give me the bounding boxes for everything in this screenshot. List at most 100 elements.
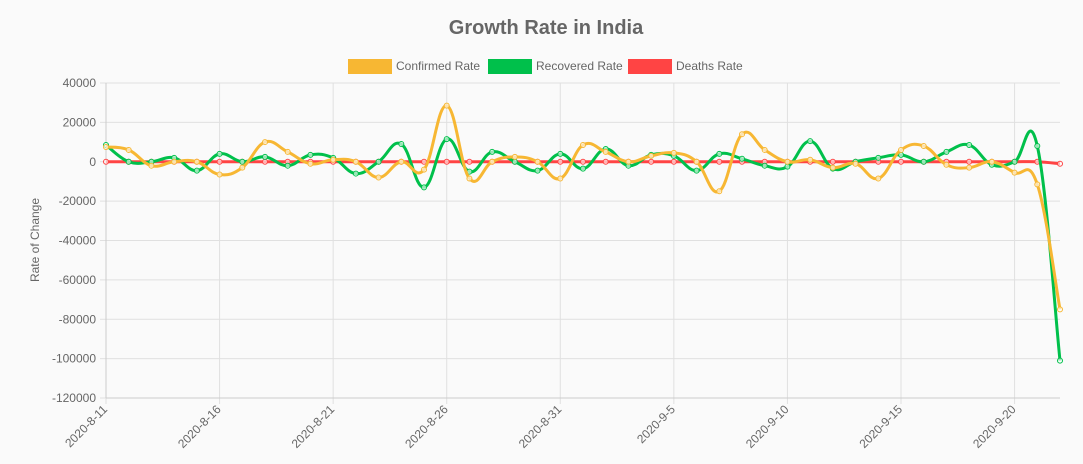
data-point[interactable] (262, 158, 268, 165)
data-point[interactable] (716, 158, 723, 165)
data-point[interactable] (239, 158, 246, 165)
data-point[interactable] (966, 164, 973, 171)
legend-item[interactable]: Confirmed Rate (348, 59, 480, 74)
x-tick-label: 2020-8-21 (289, 402, 338, 451)
data-point[interactable] (375, 174, 382, 181)
data-point[interactable] (761, 162, 768, 169)
data-point[interactable] (239, 164, 246, 171)
data-point[interactable] (330, 156, 337, 163)
data-point[interactable] (920, 143, 927, 149)
legend-item[interactable]: Recovered Rate (488, 59, 623, 74)
data-point[interactable] (898, 146, 904, 153)
data-point[interactable] (784, 158, 791, 165)
data-point[interactable] (557, 175, 564, 182)
data-point[interactable] (421, 166, 427, 173)
data-point[interactable] (1034, 143, 1041, 149)
data-point[interactable] (511, 158, 518, 165)
data-point[interactable] (784, 163, 791, 170)
data-point[interactable] (943, 148, 950, 155)
data-point[interactable] (307, 151, 314, 158)
data-point[interactable] (148, 162, 155, 169)
data-point[interactable] (807, 138, 814, 145)
data-point[interactable] (193, 158, 200, 165)
data-point[interactable] (1057, 357, 1063, 364)
data-point[interactable] (262, 153, 268, 160)
data-point[interactable] (1011, 169, 1018, 176)
data-point[interactable] (1057, 160, 1063, 167)
data-point[interactable] (580, 158, 586, 165)
data-point[interactable] (761, 146, 768, 153)
data-point[interactable] (103, 143, 109, 150)
data-point[interactable] (534, 158, 541, 165)
data-point[interactable] (898, 158, 904, 165)
data-point[interactable] (171, 158, 178, 165)
data-point[interactable] (670, 149, 677, 156)
data-point[interactable] (352, 170, 359, 177)
data-point[interactable] (193, 167, 200, 174)
y-tick-label: -100000 (52, 352, 96, 366)
data-point[interactable] (125, 146, 132, 153)
data-point[interactable] (489, 148, 496, 155)
x-tick-label: 2020-9-5 (634, 402, 678, 446)
data-point[interactable] (443, 136, 450, 143)
data-point[interactable] (284, 148, 291, 155)
data-point[interactable] (262, 139, 268, 146)
data-point[interactable] (875, 175, 882, 182)
data-point[interactable] (511, 153, 518, 160)
data-point[interactable] (875, 154, 882, 161)
data-point[interactable] (829, 164, 836, 171)
data-point[interactable] (557, 150, 564, 157)
data-point[interactable] (284, 162, 291, 169)
legend-label: Confirmed Rate (396, 59, 480, 73)
data-point[interactable] (352, 158, 359, 165)
data-point[interactable] (216, 150, 223, 157)
data-point[interactable] (966, 142, 973, 149)
data-point[interactable] (693, 167, 700, 174)
data-point[interactable] (103, 158, 109, 165)
series-line-recovered-rate (105, 129, 1062, 361)
data-point[interactable] (375, 158, 382, 165)
data-point[interactable] (852, 160, 859, 167)
y-tick-label: 20000 (63, 115, 97, 129)
data-point[interactable] (421, 184, 427, 191)
data-point[interactable] (443, 158, 450, 165)
data-point[interactable] (1034, 181, 1041, 188)
data-point[interactable] (125, 158, 132, 165)
data-point[interactable] (943, 161, 950, 168)
data-point[interactable] (988, 158, 995, 165)
data-point[interactable] (693, 158, 700, 165)
data-point[interactable] (398, 158, 405, 165)
data-point[interactable] (625, 158, 632, 165)
data-point[interactable] (716, 188, 723, 195)
data-point[interactable] (1057, 306, 1063, 313)
data-point[interactable] (307, 160, 314, 167)
data-point[interactable] (716, 150, 723, 157)
data-point[interactable] (489, 158, 496, 165)
data-point[interactable] (557, 158, 564, 165)
data-point[interactable] (920, 158, 927, 165)
data-point[interactable] (670, 158, 677, 165)
data-point[interactable] (648, 158, 655, 165)
data-point[interactable] (580, 165, 586, 172)
legend-item[interactable]: Deaths Rate (628, 59, 743, 74)
data-point[interactable] (398, 141, 405, 148)
data-point[interactable] (807, 156, 814, 163)
data-point[interactable] (602, 148, 609, 155)
data-point[interactable] (739, 131, 745, 138)
data-point[interactable] (216, 171, 223, 178)
data-point[interactable] (648, 152, 655, 159)
data-point[interactable] (602, 158, 609, 165)
data-point[interactable] (829, 158, 836, 165)
data-point[interactable] (443, 102, 450, 109)
chart-title: Growth Rate in India (449, 17, 644, 39)
data-point[interactable] (580, 142, 586, 149)
data-point[interactable] (966, 158, 973, 165)
data-point[interactable] (216, 158, 223, 165)
data-point[interactable] (739, 155, 745, 162)
data-point[interactable] (1011, 158, 1018, 165)
data-point[interactable] (466, 175, 473, 182)
data-point[interactable] (466, 158, 473, 165)
data-point[interactable] (534, 167, 541, 174)
x-tick-label: 2020-8-31 (516, 402, 565, 451)
x-tick-label: 2020-8-16 (175, 402, 224, 451)
